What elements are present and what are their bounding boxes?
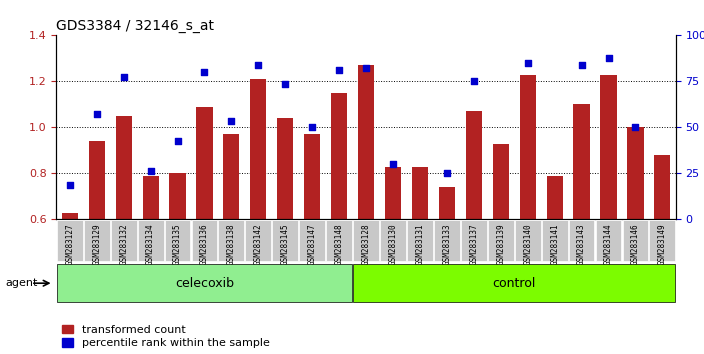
Bar [142, 176, 158, 354]
Text: GSM283146: GSM283146 [631, 223, 640, 264]
Bar [385, 166, 401, 354]
Bar [439, 187, 455, 354]
Text: celecoxib: celecoxib [175, 277, 234, 290]
FancyBboxPatch shape [569, 220, 594, 261]
FancyBboxPatch shape [650, 220, 675, 261]
Bar [223, 134, 239, 354]
FancyBboxPatch shape [407, 220, 433, 261]
FancyBboxPatch shape [380, 220, 406, 261]
Text: GSM283133: GSM283133 [442, 223, 451, 264]
FancyBboxPatch shape [138, 220, 163, 261]
Text: GSM283127: GSM283127 [65, 223, 75, 264]
Bar [196, 107, 213, 354]
FancyBboxPatch shape [218, 220, 244, 261]
Text: GSM283147: GSM283147 [308, 223, 317, 264]
Point [91, 111, 102, 116]
Bar [493, 143, 509, 354]
Point [279, 81, 291, 87]
Bar [304, 134, 320, 354]
Text: GSM283148: GSM283148 [334, 223, 344, 264]
Text: GSM283134: GSM283134 [146, 223, 155, 264]
FancyBboxPatch shape [622, 220, 648, 261]
FancyBboxPatch shape [84, 220, 110, 261]
FancyBboxPatch shape [353, 264, 675, 302]
Text: GSM283138: GSM283138 [227, 223, 236, 264]
FancyBboxPatch shape [461, 220, 486, 261]
Point [603, 56, 614, 61]
Point [253, 62, 264, 68]
Point [576, 62, 587, 68]
FancyBboxPatch shape [515, 220, 541, 261]
Bar [466, 111, 482, 354]
Bar [654, 155, 670, 354]
Text: GSM283128: GSM283128 [362, 223, 370, 264]
Text: GSM283139: GSM283139 [496, 223, 505, 264]
Point [387, 161, 398, 167]
FancyBboxPatch shape [272, 220, 298, 261]
FancyBboxPatch shape [434, 220, 460, 261]
FancyBboxPatch shape [165, 220, 191, 261]
Bar [520, 74, 536, 354]
Bar [412, 166, 428, 354]
Text: GSM283141: GSM283141 [550, 223, 559, 264]
FancyBboxPatch shape [326, 220, 352, 261]
Bar [331, 93, 347, 354]
Bar [601, 74, 617, 354]
Point [495, 253, 506, 259]
Text: GSM283136: GSM283136 [200, 223, 209, 264]
Point [306, 125, 318, 130]
Point [172, 138, 183, 144]
FancyBboxPatch shape [246, 220, 271, 261]
Text: GSM283140: GSM283140 [523, 223, 532, 264]
Text: agent: agent [6, 278, 38, 288]
Bar [574, 104, 590, 354]
Text: GSM283137: GSM283137 [470, 223, 478, 264]
FancyBboxPatch shape [596, 220, 622, 261]
Point [630, 125, 641, 130]
Point [549, 292, 560, 298]
Text: control: control [493, 277, 536, 290]
Point [415, 286, 426, 291]
FancyBboxPatch shape [57, 264, 352, 302]
FancyBboxPatch shape [111, 220, 137, 261]
Point [360, 65, 372, 70]
FancyBboxPatch shape [541, 220, 567, 261]
Bar [277, 118, 294, 354]
Text: GSM283135: GSM283135 [173, 223, 182, 264]
Bar [250, 79, 266, 354]
Text: GDS3384 / 32146_s_at: GDS3384 / 32146_s_at [56, 19, 214, 33]
Text: GSM283149: GSM283149 [658, 223, 667, 264]
FancyBboxPatch shape [488, 220, 514, 261]
Point [522, 60, 534, 66]
Text: GSM283143: GSM283143 [577, 223, 586, 264]
Point [657, 253, 668, 259]
Bar [358, 65, 374, 354]
FancyBboxPatch shape [57, 220, 82, 261]
Point [441, 171, 453, 176]
Text: GSM283145: GSM283145 [281, 223, 290, 264]
FancyBboxPatch shape [191, 220, 218, 261]
Bar [170, 173, 186, 354]
Bar [89, 141, 105, 354]
FancyBboxPatch shape [353, 220, 379, 261]
Text: GSM283130: GSM283130 [389, 223, 398, 264]
Point [199, 69, 210, 75]
Point [468, 79, 479, 84]
FancyBboxPatch shape [299, 220, 325, 261]
Bar [546, 176, 562, 354]
Bar [627, 127, 643, 354]
Legend: transformed count, percentile rank within the sample: transformed count, percentile rank withi… [62, 325, 270, 348]
Text: GSM283144: GSM283144 [604, 223, 613, 264]
Text: GSM283132: GSM283132 [119, 223, 128, 264]
Point [118, 74, 130, 80]
Text: GSM283142: GSM283142 [254, 223, 263, 264]
Point [145, 168, 156, 174]
Point [64, 182, 75, 188]
Text: GSM283131: GSM283131 [415, 223, 425, 264]
Bar [62, 212, 78, 354]
Text: GSM283129: GSM283129 [92, 223, 101, 264]
Point [334, 67, 345, 73]
Bar [115, 116, 132, 354]
Point [226, 118, 237, 123]
